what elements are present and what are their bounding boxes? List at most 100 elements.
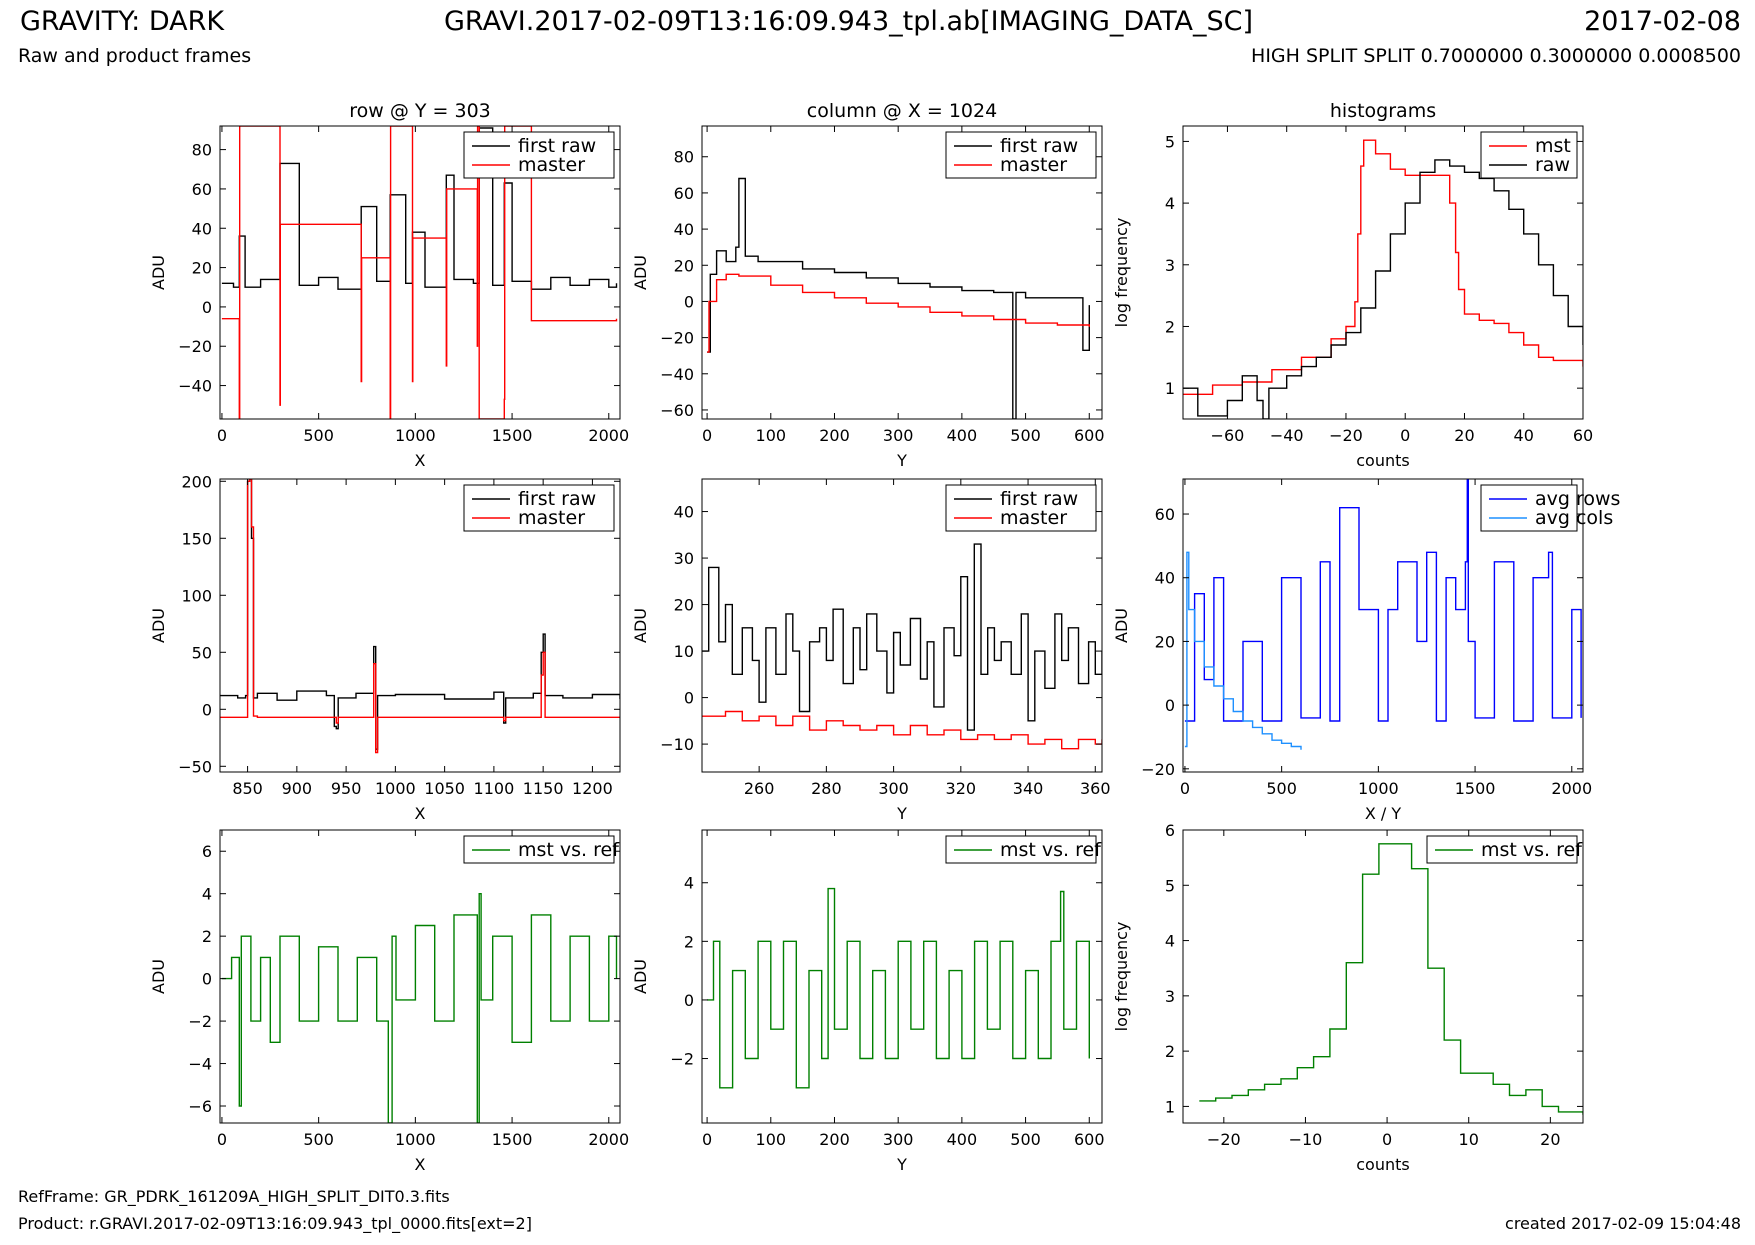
x-tick-label: 400 (947, 1130, 978, 1149)
series-line-col-0 (707, 177, 1091, 419)
y-tick-label: 2 (1165, 317, 1175, 336)
x-tick-label: 1100 (474, 779, 515, 798)
x-tick-label: 1000 (1358, 779, 1399, 798)
y-tick-label: −40 (660, 365, 694, 384)
chart-diff_hist: −20 −10 0 10 20 1 2 3 4 5 6 counts log frequency mst … (1112, 821, 1584, 1174)
x-tick-label: −20 (1329, 426, 1363, 445)
y-tick-label: 2 (684, 932, 694, 951)
x-tick-label: 200 (819, 426, 850, 445)
chart-diff_col: 0 100 200 300 400 500 600 −2 0 2 4 Y ADU mst vs. ref (631, 829, 1105, 1174)
chart-col_zoom: 260 280 300 320 340 360 −10 0 10 20 30 40 Y ADU first … (631, 478, 1111, 823)
x-tick-label: 1000 (395, 1130, 436, 1149)
y-tick-label: −20 (1141, 760, 1175, 779)
x-tick-label: 280 (811, 779, 842, 798)
legend-label: master (518, 507, 585, 529)
y-tick-label: 0 (202, 298, 212, 317)
y-axis-label: log frequency (1112, 922, 1131, 1032)
y-tick-label: −10 (660, 735, 694, 754)
x-tick-label: 2000 (588, 1130, 629, 1149)
x-tick-label: 40 (1514, 426, 1534, 445)
y-tick-label: 0 (202, 970, 212, 989)
x-tick-label: 1000 (395, 426, 436, 445)
x-axis-label: X (415, 451, 426, 470)
legend-box (1480, 131, 1578, 179)
chart-title: row @ Y = 303 (349, 100, 491, 122)
x-tick-label: 60 (1573, 426, 1593, 445)
chart-avg: 0 500 1000 1500 2000 −20 0 20 40 60 X / Y ADU avg ro… (1112, 478, 1620, 823)
chart-diff_row: 0 500 1000 1500 2000 −6 −4 −2 0 2 4 6 X ADU mst vs. re… (149, 829, 629, 1174)
x-tick-label: 1500 (492, 426, 533, 445)
axes-frame-col (701, 125, 1103, 420)
x-axis-label: Y (896, 1155, 907, 1174)
y-tick-label: 0 (202, 700, 212, 719)
y-tick-label: −4 (188, 1055, 212, 1074)
x-tick-label: 500 (303, 1130, 334, 1149)
y-tick-label: 3 (1165, 256, 1175, 275)
y-axis-label: ADU (1112, 608, 1131, 643)
x-axis-label: counts (1356, 1155, 1409, 1174)
y-tick-label: 4 (1165, 194, 1175, 213)
chart-row: 0 500 1000 1500 2000 −40 −20 0 20 40 60 80 X ADU row @… (149, 100, 629, 470)
legend-label: master (1000, 507, 1067, 529)
x-tick-label: 0 (1400, 426, 1410, 445)
x-tick-label: 1200 (572, 779, 613, 798)
series-line-col_zoom-1 (702, 710, 1102, 750)
y-tick-label: 40 (1155, 569, 1175, 588)
x-tick-label: 400 (947, 426, 978, 445)
x-tick-label: 1050 (424, 779, 465, 798)
y-tick-label: 10 (674, 642, 694, 661)
axes-frame-diff_col (701, 829, 1103, 1124)
x-tick-label: 1000 (375, 779, 416, 798)
legend-label: first raw (1000, 488, 1078, 510)
y-tick-label: 1 (1165, 1097, 1175, 1116)
x-tick-label: 600 (1074, 426, 1105, 445)
figure-title-center: GRAVI.2017-02-09T13:16:09.943_tpl.ab[IMA… (444, 6, 1253, 37)
y-tick-label: 4 (202, 885, 212, 904)
axes-frame-row_zoom (219, 478, 621, 773)
series-line-avg-1 (1184, 551, 1302, 750)
y-tick-label: 60 (1155, 505, 1175, 524)
y-tick-label: 20 (674, 256, 694, 275)
x-tick-label: 360 (1080, 779, 1111, 798)
chart-col: 0 100 200 300 400 500 600 −60 −40 −20 0 20 40 60 80 Y AD… (631, 100, 1105, 470)
x-tick-label: 100 (756, 1130, 787, 1149)
y-tick-label: −60 (660, 401, 694, 420)
series-line-row-1 (221, 126, 618, 419)
x-tick-label: 100 (756, 426, 787, 445)
legend-label: mst vs. ref (518, 839, 620, 861)
y-tick-label: −2 (188, 1012, 212, 1031)
y-tick-label: 150 (181, 529, 212, 548)
axes-frame-hist (1182, 125, 1584, 420)
series-line-avg-0 (1184, 479, 1582, 722)
x-tick-label: 500 (1266, 779, 1297, 798)
x-tick-label: 300 (883, 1130, 914, 1149)
x-tick-label: 600 (1074, 1130, 1105, 1149)
footer-refframe: RefFrame: GR_PDRK_161209A_HIGH_SPLIT_DIT… (18, 1187, 450, 1206)
y-tick-label: 4 (684, 874, 694, 893)
legend-box (1480, 484, 1578, 532)
footer-product: Product: r.GRAVI.2017-02-09T13:16:09.943… (18, 1214, 532, 1233)
y-tick-label: 0 (684, 292, 694, 311)
x-tick-label: 1150 (523, 779, 564, 798)
y-axis-label: ADU (149, 959, 168, 994)
chart-title: column @ X = 1024 (807, 100, 997, 122)
y-axis-label: ADU (631, 959, 650, 994)
y-tick-label: 20 (674, 596, 694, 615)
legend-label: avg rows (1535, 488, 1620, 510)
y-tick-label: 5 (1165, 876, 1175, 895)
y-tick-label: −50 (178, 757, 212, 776)
y-tick-label: 20 (192, 259, 212, 278)
legend-label: first raw (518, 135, 596, 157)
x-tick-label: −10 (1289, 1130, 1323, 1149)
y-tick-label: −40 (178, 377, 212, 396)
legend-label: avg cols (1535, 507, 1613, 529)
x-tick-label: 500 (1010, 1130, 1041, 1149)
y-tick-label: 5 (1165, 132, 1175, 151)
y-tick-label: 60 (674, 184, 694, 203)
x-axis-label: X (415, 1155, 426, 1174)
y-tick-label: −20 (660, 329, 694, 348)
x-tick-label: 950 (331, 779, 362, 798)
x-axis-label: Y (896, 451, 907, 470)
x-axis-label: X / Y (1365, 804, 1402, 823)
